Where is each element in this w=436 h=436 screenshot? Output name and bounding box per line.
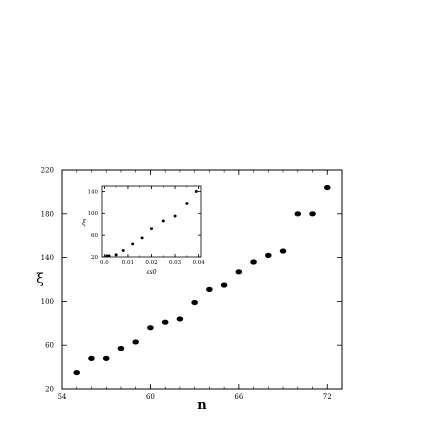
- main-data-point: [220, 282, 228, 288]
- main-data-point: [250, 259, 257, 265]
- main-data-point: [161, 319, 169, 325]
- inset-plot: 0.0 0.01 0.02 0.03 0.04 20 60 100 140 εs0 ξ: [82, 185, 206, 276]
- main-data-point: [191, 299, 198, 306]
- main-data-point: [102, 355, 110, 361]
- main-ticks: [61, 169, 343, 390]
- inset-data-point: [194, 190, 198, 193]
- inset-ticks: [102, 186, 201, 258]
- main-data-point: [147, 325, 154, 331]
- main-x-tick-label: 72: [323, 393, 332, 401]
- main-data-point: [88, 355, 95, 361]
- main-points: [73, 184, 331, 376]
- main-data-point: [235, 269, 243, 275]
- main-data-point: [73, 369, 81, 376]
- main-x-tick-label: 54: [58, 393, 67, 401]
- main-y-tick-label: 180: [41, 210, 54, 218]
- main-plot-frame: [61, 169, 343, 390]
- main-y-tick-label: 100: [41, 298, 54, 306]
- inset-tick-labels: 0.0 0.01 0.02 0.03 0.04 20 60 100 140: [88, 189, 206, 266]
- main-x-axis-label: n: [197, 398, 207, 413]
- inset-y-tick-label: 20: [91, 255, 98, 261]
- main-y-tick-label: 20: [45, 385, 54, 393]
- main-y-tick-label: 220: [41, 166, 54, 174]
- inset-x-tick-label: 0.03: [169, 260, 182, 266]
- main-data-point: [117, 345, 125, 352]
- main-plot: 54 60 66 72 20 60 100 140 180 220 n ξ: [36, 166, 343, 413]
- inset-data-point: [140, 236, 144, 240]
- main-data-point: [294, 211, 302, 217]
- main-y-tick-label: 140: [41, 254, 54, 262]
- inset-plot-frame: [101, 185, 202, 258]
- inset-data-point: [105, 254, 109, 258]
- inset-data-point: [173, 214, 177, 218]
- main-y-axis-label: ξ: [36, 271, 44, 287]
- inset-x-tick-label: 0.0: [100, 260, 109, 266]
- inset-data-point: [161, 219, 165, 223]
- inset-x-tick-label: 0.01: [122, 260, 134, 266]
- inset-points: [105, 190, 198, 258]
- inset-x-tick-label: 0.02: [145, 260, 157, 266]
- main-data-point: [176, 316, 184, 322]
- main-data-point: [265, 252, 272, 259]
- inset-data-point: [150, 227, 153, 231]
- main-data-point: [206, 286, 213, 292]
- inset-y-tick-label: 60: [91, 233, 98, 239]
- main-data-point: [309, 211, 316, 217]
- inset-x-axis-label: εs0: [146, 269, 156, 276]
- inset-data-point: [121, 249, 125, 252]
- inset-y-axis-label: ξ: [82, 219, 87, 227]
- main-y-tick-label: 60: [45, 342, 54, 350]
- inset-data-point: [131, 242, 135, 246]
- inset-data-point: [107, 254, 111, 258]
- inset-data-point: [114, 253, 118, 257]
- main-data-point: [279, 248, 287, 254]
- main-data-point: [323, 184, 331, 191]
- main-x-tick-label: 66: [234, 393, 243, 401]
- inset-x-tick-label: 0.04: [193, 260, 206, 266]
- main-data-point: [132, 339, 139, 345]
- main-tick-labels: 54 60 66 72 20 60 100 140 180 220: [41, 166, 332, 401]
- inset-y-tick-label: 140: [88, 189, 99, 195]
- main-x-tick-label: 60: [146, 393, 155, 401]
- inset-data-point: [185, 202, 189, 205]
- inset-y-tick-label: 100: [88, 211, 99, 217]
